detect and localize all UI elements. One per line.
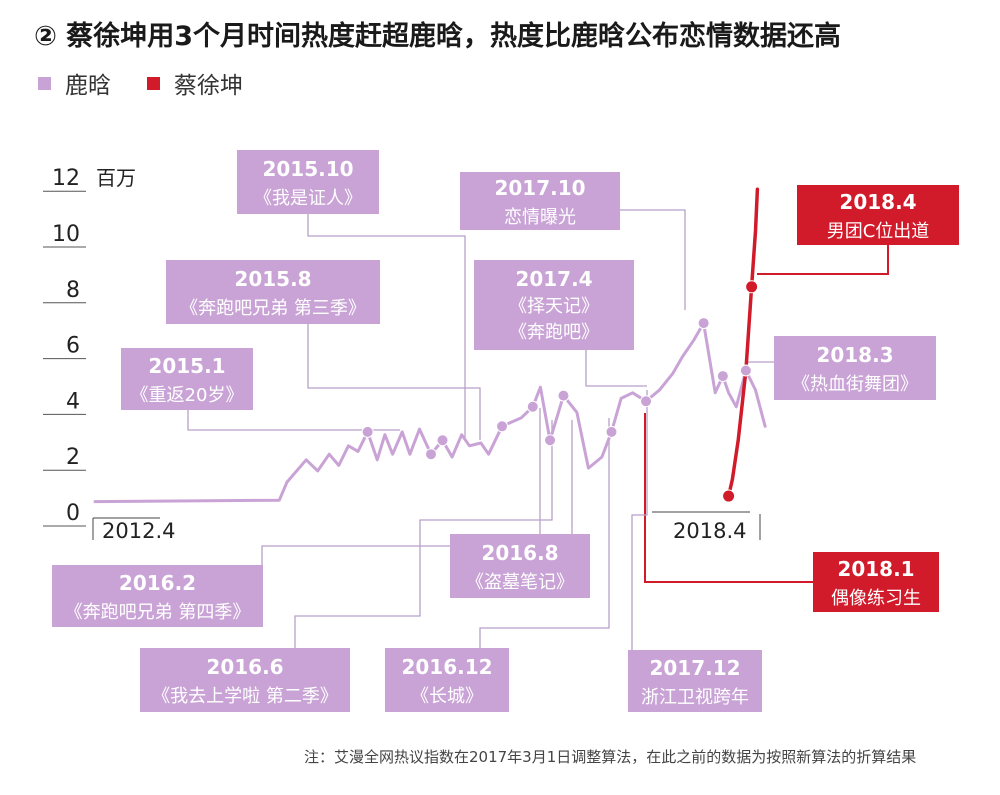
annotation-box xyxy=(774,336,936,400)
chart-title: ② 蔡徐坤用3个月时间热度赶超鹿晗，热度比鹿晗公布恋情数据还高 xyxy=(34,21,842,52)
annotation-event: 《重返20岁》 xyxy=(131,385,244,406)
y-tick-label: 4 xyxy=(66,389,80,414)
legend-label-caixukun: 蔡徐坤 xyxy=(174,73,243,99)
data-point-caixukun xyxy=(745,280,759,294)
annotation-date: 2016.12 xyxy=(401,655,492,679)
annotation-date: 2017.4 xyxy=(515,267,592,291)
annotation-box xyxy=(166,260,380,324)
annotation-event: 《奔跑吧兄弟 第三季》 xyxy=(180,298,366,319)
series-line-caixukun xyxy=(726,187,760,498)
annotation-date: 2016.8 xyxy=(481,541,558,565)
legend-label-luhan: 鹿晗 xyxy=(65,73,111,99)
y-tick-label: 12 xyxy=(52,166,80,191)
annotation-leader-line xyxy=(479,418,610,648)
data-point-luhan xyxy=(640,395,653,408)
annotation-leader-line xyxy=(585,350,647,387)
annotation-box xyxy=(52,565,263,627)
annotation-event: 恋情曝光 xyxy=(504,206,576,228)
data-point-luhan xyxy=(425,448,437,461)
annotation-box xyxy=(813,552,939,612)
y-tick-label: 2 xyxy=(66,445,80,470)
data-point-luhan xyxy=(697,317,710,330)
annotation-event: 《奔跑吧兄弟 第四季》 xyxy=(65,602,251,623)
y-unit-label: 百万 xyxy=(96,166,136,190)
data-point-luhan xyxy=(544,434,557,447)
annotation-event: 《择天记》 xyxy=(509,296,599,317)
annotation-box xyxy=(474,260,634,350)
annotation-leader-line xyxy=(307,214,466,440)
annotation-box xyxy=(140,648,350,712)
annotation-leader-line xyxy=(620,209,686,310)
legend-swatch-caixukun xyxy=(147,76,160,90)
data-point-luhan xyxy=(361,425,374,438)
annotation-box xyxy=(237,150,379,214)
legend-swatch-luhan xyxy=(38,76,51,90)
y-tick-label: 10 xyxy=(52,222,80,247)
annotation-event: 《我是证人》 xyxy=(254,188,362,209)
y-tick-label: 0 xyxy=(66,501,80,526)
annotation-date: 2015.1 xyxy=(148,354,225,378)
annotation-date: 2018.1 xyxy=(837,557,914,581)
data-point-luhan xyxy=(436,434,449,447)
annotation-event: 男团C位出道 xyxy=(827,221,930,242)
annotation-date: 2016.2 xyxy=(119,571,196,595)
annotation-date: 2015.8 xyxy=(234,267,311,291)
data-point-luhan xyxy=(526,400,539,413)
annotation-box xyxy=(121,348,253,410)
footnote: 注：艾漫全网热议指数在2017年3月1日调整算法，在此之前的数据为按照新算法的折… xyxy=(304,748,917,766)
annotation-event: 《热血街舞团》 xyxy=(792,374,918,395)
annotation-box xyxy=(628,650,762,712)
annotation-event: 《我去上学啦 第二季》 xyxy=(152,686,338,707)
data-point-luhan xyxy=(716,370,729,383)
data-point-luhan xyxy=(496,420,509,433)
annotation-date: 2018.3 xyxy=(816,343,893,367)
y-tick-label: 6 xyxy=(66,334,80,359)
data-point-caixukun xyxy=(722,489,736,503)
annotation-event: 浙江卫视跨年 xyxy=(641,687,749,708)
data-point-luhan xyxy=(605,425,618,438)
annotation-date: 2015.10 xyxy=(262,157,353,181)
annotation-event: 《长城》 xyxy=(411,686,483,707)
chart-legend: 鹿晗 蔡徐坤 xyxy=(38,66,279,100)
annotation-leader-line xyxy=(644,413,813,583)
annotation-box xyxy=(797,185,959,245)
x-tick-label: 2012.4 xyxy=(102,519,175,543)
annotation-box xyxy=(385,648,509,712)
data-point-luhan xyxy=(739,364,752,377)
annotation-box xyxy=(460,172,620,230)
annotation-leader-line xyxy=(187,410,400,431)
annotation-box xyxy=(450,534,590,598)
annotation-date: 2017.10 xyxy=(494,176,585,200)
y-tick-label: 8 xyxy=(66,278,80,303)
annotation-leader-line xyxy=(294,420,553,648)
series-line-luhan xyxy=(93,321,767,504)
annotation-leader-line xyxy=(631,390,648,650)
annotation-event: 偶像练习生 xyxy=(831,588,921,609)
x-tick-label: 2018.4 xyxy=(673,519,746,543)
annotation-date: 2018.4 xyxy=(839,190,916,214)
annotation-date: 2017.12 xyxy=(649,656,740,680)
annotation-event: 《盗墓笔记》 xyxy=(466,572,574,593)
data-point-luhan xyxy=(557,389,570,402)
annotation-date: 2016.6 xyxy=(206,655,283,679)
annotation-leader-line xyxy=(757,245,889,275)
annotation-leader-line xyxy=(307,324,481,440)
annotation-event: 《奔跑吧》 xyxy=(509,322,599,343)
